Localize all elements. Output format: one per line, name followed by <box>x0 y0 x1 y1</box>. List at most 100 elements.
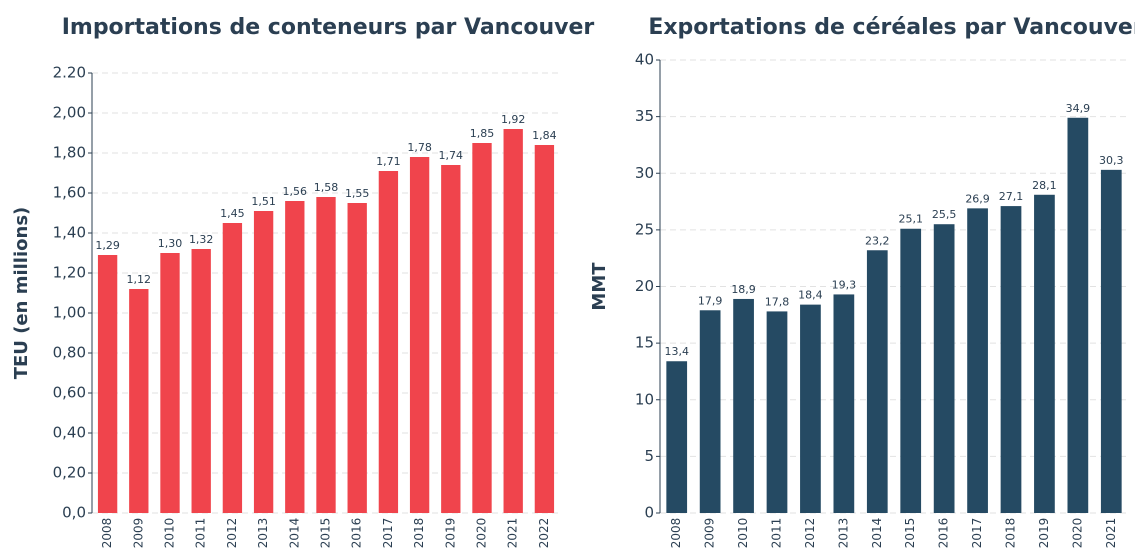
y-tick-label: 0 <box>644 504 654 522</box>
bar <box>766 311 788 513</box>
y-tick-label: 1,20 <box>53 264 86 282</box>
bar <box>1067 117 1089 513</box>
value-label: 28,1 <box>1032 179 1057 192</box>
bar <box>253 211 274 513</box>
x-tick-label: 2015 <box>903 518 917 549</box>
x-tick-label: 2021 <box>1104 518 1118 549</box>
value-label: 1,74 <box>439 149 464 162</box>
y-tick-label: 1,60 <box>53 184 86 202</box>
value-label: 30,3 <box>1099 154 1124 167</box>
x-tick-label: 2015 <box>319 518 333 549</box>
value-label: 17,9 <box>698 294 723 307</box>
bar <box>222 223 243 513</box>
y-tick-label: 0,40 <box>53 424 86 442</box>
y-tick-label: 10 <box>635 390 654 408</box>
value-label: 23,2 <box>865 234 890 247</box>
x-tick-label: 2013 <box>836 518 850 549</box>
x-tick-label: 2010 <box>163 518 177 549</box>
bar <box>378 171 399 513</box>
y-tick-label: 1,00 <box>53 304 86 322</box>
bar <box>699 310 721 513</box>
x-tick-label: 2009 <box>131 518 145 549</box>
bar <box>967 208 988 514</box>
x-tick-label: 2020 <box>475 518 489 549</box>
bar <box>191 249 211 513</box>
value-label: 34,9 <box>1066 102 1091 115</box>
bar <box>441 165 461 513</box>
value-label: 18,9 <box>731 283 756 296</box>
bar <box>1100 169 1122 514</box>
x-tick-label: 2020 <box>1070 518 1084 549</box>
bar <box>316 197 336 513</box>
x-tick-label: 2016 <box>937 518 951 549</box>
value-label: 25,1 <box>898 213 923 226</box>
y-tick-label: 0,20 <box>53 464 86 482</box>
y-tick-label: 0,0 <box>62 504 86 522</box>
bar <box>160 253 180 513</box>
value-label: 1,29 <box>95 239 120 252</box>
bar <box>129 289 149 513</box>
bar <box>347 203 367 513</box>
x-tick-label: 2010 <box>736 518 750 549</box>
y-tick-label: 1,40 <box>53 224 86 242</box>
x-tick-label: 2012 <box>225 518 239 549</box>
x-tick-label: 2018 <box>412 518 426 549</box>
y-tick-label: 0,60 <box>53 384 86 402</box>
x-tick-label: 2008 <box>669 518 683 549</box>
x-tick-label: 2011 <box>770 518 784 549</box>
x-tick-label: 2009 <box>703 518 717 549</box>
value-label: 1,85 <box>470 127 495 140</box>
x-tick-label: 2019 <box>443 518 457 549</box>
x-tick-label: 2012 <box>803 518 817 549</box>
bar <box>97 255 118 513</box>
value-label: 1,45 <box>220 207 245 220</box>
x-tick-label: 2019 <box>1037 518 1051 549</box>
x-tick-label: 2018 <box>1004 518 1018 549</box>
bar <box>900 228 922 513</box>
value-label: 1,12 <box>127 273 152 286</box>
bar <box>666 361 688 513</box>
bar <box>833 294 855 513</box>
y-tick-label: 0,80 <box>53 344 86 362</box>
y-tick-label: 40 <box>635 51 654 69</box>
value-label: 1,32 <box>189 233 214 246</box>
x-tick-label: 2017 <box>381 518 395 549</box>
value-label: 1,30 <box>158 237 183 250</box>
bar <box>866 250 888 513</box>
x-tick-label: 2021 <box>506 518 520 549</box>
value-label: 1,56 <box>283 185 308 198</box>
value-label: 27,1 <box>999 190 1024 203</box>
value-label: 18,4 <box>798 289 823 302</box>
x-tick-label: 2016 <box>350 518 364 549</box>
value-label: 25,5 <box>932 208 957 221</box>
y-tick-label: 20 <box>635 277 654 295</box>
value-label: 26,9 <box>965 192 990 205</box>
value-label: 13,4 <box>664 345 689 358</box>
y-tick-label: 5 <box>644 447 654 465</box>
bar <box>733 298 754 513</box>
value-label: 1,78 <box>407 141 432 154</box>
value-label: 1,84 <box>532 129 557 142</box>
x-tick-label: 2013 <box>256 518 270 549</box>
chart-title: Importations de conteneurs par Vancouver <box>62 15 595 40</box>
bar <box>1000 206 1022 513</box>
bar <box>503 129 523 513</box>
bar <box>933 224 955 513</box>
value-label: 1,71 <box>376 155 401 168</box>
y-axis-label: TEU (en millions) <box>11 207 32 380</box>
value-label: 1,51 <box>251 195 276 208</box>
bar <box>409 157 430 513</box>
y-tick-label: 2.20 <box>53 64 86 82</box>
x-tick-label: 2008 <box>100 518 114 549</box>
y-tick-label: 1,80 <box>53 144 86 162</box>
bar <box>472 143 492 513</box>
value-label: 17,8 <box>765 295 790 308</box>
value-label: 1,92 <box>501 113 526 126</box>
y-tick-label: 30 <box>635 164 654 182</box>
y-tick-label: 25 <box>635 220 654 238</box>
value-label: 1,58 <box>314 181 339 194</box>
x-tick-label: 2022 <box>537 518 551 549</box>
bar <box>534 145 555 513</box>
y-tick-label: 35 <box>635 107 654 125</box>
